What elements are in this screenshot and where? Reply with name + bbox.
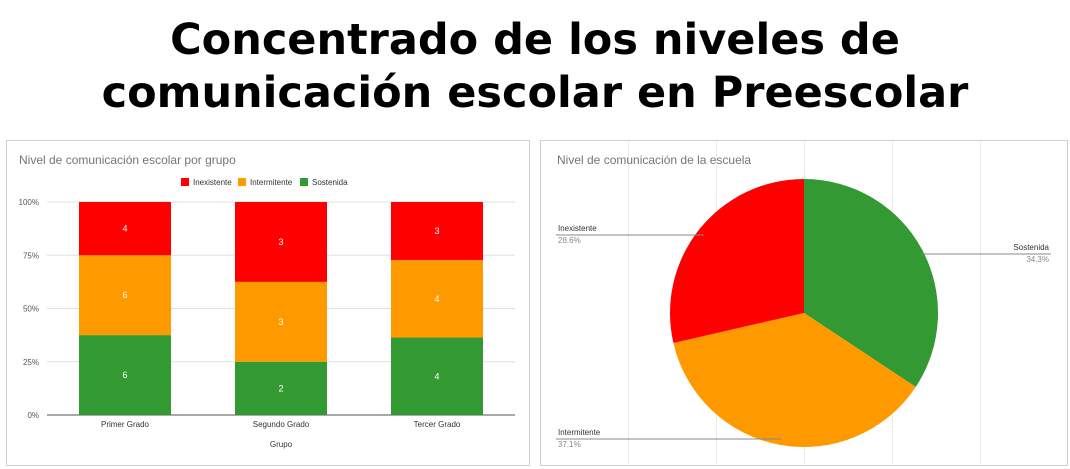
bar-segment-intermitente [391, 260, 483, 338]
x-tick-label: Tercer Grado [414, 420, 461, 429]
bar-segment-inexistente [391, 202, 483, 261]
page-title: Concentrado de los niveles de comunicaci… [0, 14, 1070, 120]
bar-segment-inexistente [235, 202, 327, 282]
bar-segment-intermitente [79, 255, 171, 336]
y-tick-label: 100% [19, 198, 39, 207]
pie-slice-inexistente [670, 179, 804, 344]
data-label: 4 [434, 371, 439, 381]
legend-swatch-intermitente [238, 178, 246, 186]
pie-slice-sostenida [804, 179, 938, 387]
legend-swatch-sostenida [300, 178, 308, 186]
pie-percent-inexistente: 28.6% [558, 236, 581, 245]
y-tick-label: 50% [23, 305, 39, 314]
pie-chart-panel: Nivel de comunicación de la escuela Sost… [540, 140, 1068, 466]
pie-percent-sostenida: 34.3% [1026, 255, 1049, 264]
bar-chart-panel: Nivel de comunicación escolar por grupo … [6, 140, 530, 466]
data-label: 2 [278, 383, 283, 393]
bar-segment-sostenida [79, 335, 171, 415]
page-title-line-1: Concentrado de los niveles de [170, 15, 900, 65]
bar-segment-sostenida [235, 361, 327, 415]
data-label: 3 [278, 317, 283, 327]
pie-slice-intermitente [673, 313, 916, 447]
pie-percent-intermitente: 37.1% [558, 440, 581, 449]
pie-label-intermitente: Intermitente [558, 428, 601, 437]
data-label: 6 [122, 290, 127, 300]
page-title-line-2: comunicación escolar en Preescolar [101, 68, 969, 118]
legend-label-sostenida: Sostenida [312, 178, 348, 187]
legend-label-inexistente: Inexistente [193, 178, 232, 187]
pie-label-sostenida: Sostenida [1013, 243, 1049, 252]
y-tick-label: 25% [23, 358, 39, 367]
legend-label-intermitente: Intermitente [250, 178, 293, 187]
pie-chart-title: Nivel de comunicación de la escuela [557, 153, 752, 167]
data-label: 6 [122, 370, 127, 380]
bar-segment-inexistente [79, 202, 171, 256]
data-label: 3 [278, 237, 283, 247]
y-tick-label: 75% [23, 251, 39, 260]
data-label: 4 [434, 294, 439, 304]
pie-chart: Sostenida 34.3% Intermitente 37.1% Inexisten… [556, 179, 1051, 449]
x-axis-title: Grupo [270, 440, 293, 449]
bar-segment-sostenida [391, 337, 483, 415]
legend-swatch-inexistente [181, 178, 189, 186]
bar-segment-intermitente [235, 281, 327, 362]
bar-chart-title: Nivel de comunicación escolar por grupo [19, 153, 236, 167]
data-label: 3 [434, 226, 439, 236]
pie-label-inexistente: Inexistente [558, 224, 597, 233]
x-tick-label: Primer Grado [101, 420, 150, 429]
bar-chart: Inexistente Intermitente Sostenida 0% 25% 50%… [19, 178, 515, 449]
data-label: 4 [122, 224, 127, 234]
x-tick-label: Segundo Grado [253, 420, 310, 429]
y-tick-label: 0% [27, 411, 39, 420]
